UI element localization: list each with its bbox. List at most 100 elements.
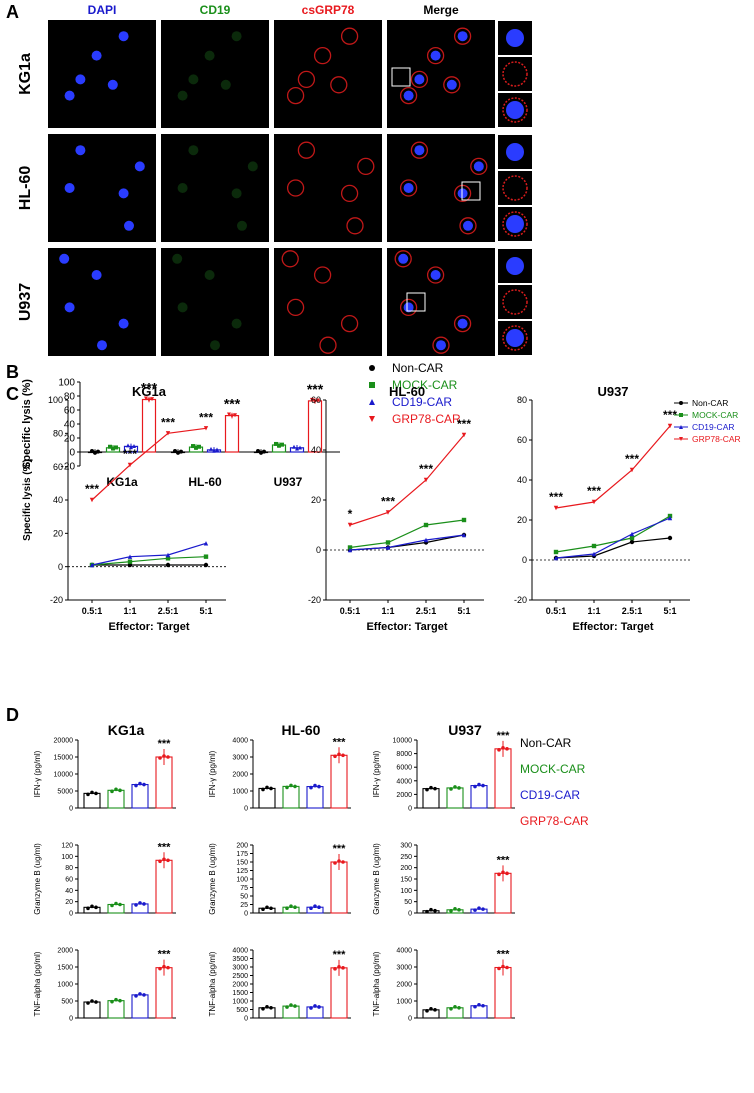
c-x-tick-label: 0.5:1	[82, 606, 103, 616]
c-x-tick-label: 1:1	[381, 606, 394, 616]
c-point	[89, 497, 95, 503]
membrane	[426, 46, 445, 65]
microscopy-image	[161, 20, 269, 128]
microscopy-image	[48, 20, 156, 128]
panel-d-letter: D	[6, 705, 19, 725]
d-point	[341, 966, 345, 970]
b-y-tick-label: 40	[64, 420, 76, 431]
nucleus	[463, 220, 473, 231]
d-point	[118, 998, 122, 1003]
d-significance: ***	[158, 949, 172, 961]
membrane	[340, 184, 359, 203]
d-point	[333, 754, 337, 759]
d-point	[114, 901, 118, 906]
membrane	[410, 70, 429, 89]
panel-a-letter: A	[6, 2, 19, 22]
c1-y-tick-label: 40	[311, 445, 321, 455]
d-title: KG1a	[108, 722, 145, 738]
c-significance: ***	[381, 495, 395, 509]
c-point	[553, 505, 559, 511]
c0-y-tick-label: 40	[53, 495, 63, 505]
b-point	[227, 412, 231, 417]
c1-y-tick-label: 0	[316, 545, 321, 555]
b-legend-marker	[369, 382, 375, 388]
membrane	[313, 266, 332, 284]
nucleus	[118, 31, 129, 42]
d-bar	[470, 785, 488, 809]
row-label: KG1a	[17, 53, 34, 95]
microscopy-image	[274, 134, 382, 242]
c-legend-label: MOCK-CAR	[692, 410, 738, 420]
b-x-tick-label: KG1a	[106, 475, 138, 489]
membrane	[453, 27, 472, 45]
b-significance: ***	[224, 396, 241, 412]
nucleus	[75, 145, 86, 156]
row-label: U937	[17, 283, 34, 321]
membrane	[281, 250, 299, 268]
nucleus	[64, 302, 75, 313]
zoom-box	[391, 67, 411, 87]
d-y-tick-label: 125	[236, 868, 248, 875]
d-point	[433, 908, 437, 913]
panel-a-microscopy: DAPI CD19 csGRP78 Merge KG1a HL-60 U937	[17, 3, 532, 356]
d-legend-label: Non-CAR	[520, 736, 572, 750]
d-y-tick-label: 200	[236, 842, 248, 849]
cell	[237, 220, 247, 231]
d-point	[505, 747, 509, 751]
b-legend-label: MOCK-CAR	[392, 378, 458, 392]
d-y-tick-label: 4000	[232, 737, 248, 744]
d-point	[505, 965, 509, 970]
c-point	[667, 535, 673, 541]
d-point	[481, 783, 485, 788]
membrane	[340, 27, 359, 45]
c1-y-tick-label: 20	[311, 495, 321, 505]
d-bar	[107, 1000, 125, 1019]
c-series-line	[91, 556, 207, 566]
cell	[188, 74, 199, 85]
c-significance: ***	[161, 415, 175, 429]
d-point	[473, 1004, 477, 1009]
membrane	[399, 86, 418, 105]
d-point	[285, 785, 289, 790]
c-point	[203, 541, 209, 546]
d-point	[289, 783, 293, 788]
microscopy-image	[387, 20, 495, 128]
d-y-label: Granzyme B (ug/ml)	[372, 843, 381, 915]
d-point	[313, 783, 317, 788]
c-point	[667, 423, 673, 429]
c2-y-tick-label: -20	[514, 595, 527, 605]
c-point	[203, 562, 209, 568]
d-legend-label: CD19-CAR	[520, 788, 580, 802]
d-y-tick-label: 4000	[232, 947, 248, 954]
c-point	[553, 555, 559, 561]
panel-b-bar-chart: -20020406080100Specific lysis (%)KG1a***…	[21, 361, 461, 489]
c-legend-label: CD19-CAR	[692, 422, 735, 432]
nucleus	[398, 253, 409, 264]
d-point	[166, 755, 170, 759]
d-y-tick-label: 2000	[232, 771, 248, 778]
d-significance: ***	[333, 736, 347, 748]
c-significance: *	[348, 507, 353, 521]
b-y-tick-label: 20	[64, 434, 76, 445]
d-point	[114, 787, 118, 792]
d-y-tick-label: 0	[408, 1015, 412, 1022]
d-y-tick-label: 500	[61, 998, 73, 1005]
b-point	[280, 442, 284, 447]
d-bar	[107, 789, 125, 809]
c-significance: ***	[199, 410, 213, 424]
d-point	[142, 993, 146, 997]
d-point	[433, 1008, 437, 1012]
c2-y-tick-label: 60	[517, 435, 527, 445]
b-point	[256, 448, 260, 453]
nucleus	[124, 220, 134, 231]
d-legend-label: MOCK-CAR	[520, 762, 586, 776]
b-x-tick-label: U937	[274, 475, 303, 489]
d-y-label: TNF-alpha (pg/ml)	[208, 951, 217, 1016]
b-point	[233, 413, 237, 418]
c-point	[165, 562, 171, 568]
b-point	[292, 444, 296, 449]
c1-y-tick-label: -20	[308, 595, 321, 605]
b-point	[132, 444, 136, 449]
d-y-tick-label: 20	[65, 899, 73, 906]
d-y-tick-label: 4000	[396, 778, 412, 785]
